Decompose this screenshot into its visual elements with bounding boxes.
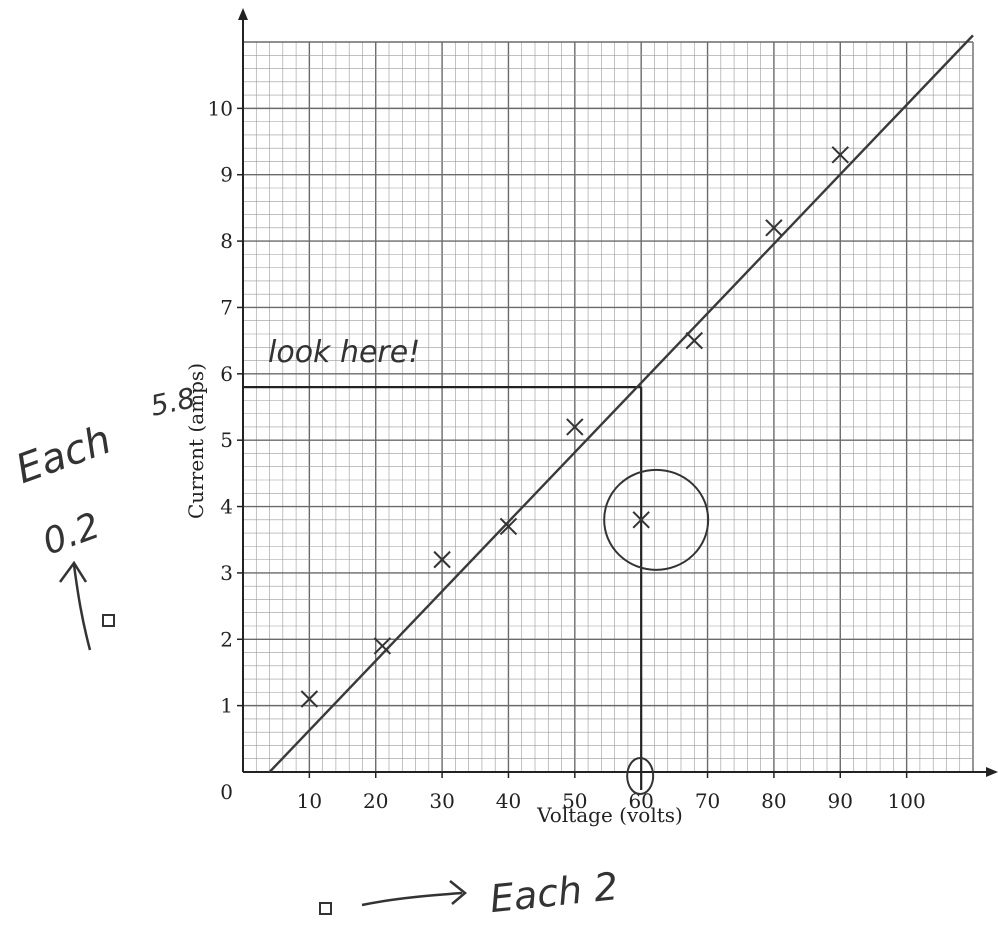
x-tick-label: 100 — [888, 789, 926, 813]
grid — [242, 41, 974, 773]
data-point-stroke — [831, 146, 849, 164]
data-point — [685, 331, 703, 350]
x-tick-label: 50 — [562, 789, 587, 813]
look-here-annotation: look here! — [268, 335, 420, 370]
data-point — [566, 418, 584, 436]
y-tick-label: 2 — [220, 627, 233, 651]
y-tick-label: 3 — [220, 561, 233, 585]
data-points — [300, 146, 849, 708]
data-point — [433, 550, 451, 569]
x-tick-label: 30 — [429, 789, 454, 813]
data-point — [499, 517, 518, 536]
y-tick-label: 10 — [208, 96, 233, 120]
data-point-stroke — [765, 219, 783, 237]
y-scale-note-line1: Each — [10, 417, 117, 493]
data-point — [765, 219, 783, 237]
x-tick-label: 40 — [496, 789, 521, 813]
x-reading-circle — [626, 757, 655, 795]
x-tick-label: 20 — [363, 789, 388, 813]
outlier-circle — [603, 468, 710, 571]
y-scale-box-icon — [102, 614, 115, 627]
data-point — [632, 511, 650, 529]
y-axis-arrow-icon — [238, 8, 248, 20]
x-tick-label: 90 — [828, 789, 853, 813]
data-point-stroke — [632, 511, 650, 529]
x-scale-arrow-icon — [361, 880, 467, 907]
data-point — [373, 637, 392, 655]
y-tick-label: 6 — [220, 362, 233, 386]
data-point-stroke — [499, 517, 518, 536]
data-point-stroke — [300, 690, 319, 708]
data-point — [831, 146, 849, 164]
data-point-stroke — [685, 331, 703, 350]
origin-label: 0 — [220, 780, 233, 804]
data-point-stroke — [566, 418, 584, 436]
y-tick-label: 5 — [220, 428, 233, 452]
x-scale-note: Each 2 — [488, 864, 620, 921]
x-tick-label: 10 — [297, 789, 322, 813]
x-scale-box-icon — [319, 902, 332, 915]
y-tick-label: 9 — [220, 163, 233, 187]
y-scale-arrow-icon — [58, 560, 92, 651]
x-axis-arrow-icon — [986, 767, 998, 777]
x-tick-label: 70 — [695, 789, 720, 813]
y-axis-title: Current (amps) — [184, 363, 208, 519]
y-tick-label: 7 — [220, 295, 233, 319]
y-tick-label: 1 — [220, 694, 233, 718]
data-point — [300, 690, 319, 708]
data-point-stroke — [433, 550, 451, 569]
x-axis-title: Voltage (volts) — [536, 803, 683, 827]
axes — [238, 8, 998, 777]
y-tick-label: 4 — [220, 495, 233, 519]
x-tick-label: 80 — [761, 789, 786, 813]
y-scale-note-line2: 0.2 — [38, 505, 106, 563]
y-tick-label: 8 — [220, 229, 233, 253]
data-point-stroke — [373, 637, 392, 655]
reading-guide — [243, 385, 655, 795]
